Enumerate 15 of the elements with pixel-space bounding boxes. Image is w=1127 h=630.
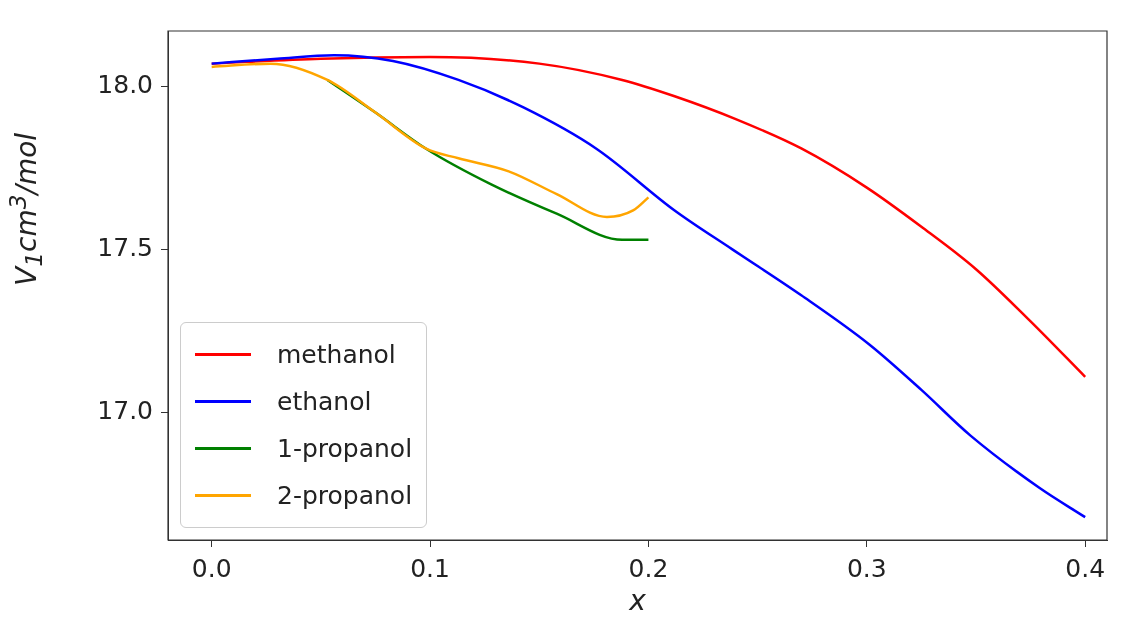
legend-label: 2-propanol bbox=[277, 481, 413, 510]
x-tick-label: 0.3 bbox=[846, 553, 887, 583]
x-tick-label: 0.4 bbox=[1065, 553, 1106, 583]
line-series bbox=[210, 62, 650, 219]
x-tick-label: 0.2 bbox=[628, 553, 669, 583]
y-tick-label: 18.0 bbox=[97, 69, 153, 99]
legend-label: ethanol bbox=[277, 387, 372, 416]
x-tick-label: 0.1 bbox=[410, 553, 450, 583]
x-axis-title: x bbox=[629, 584, 646, 617]
legend-label: methanol bbox=[277, 340, 396, 369]
x-tick-label: 0.0 bbox=[191, 553, 232, 583]
y-tick-label: 17.5 bbox=[97, 233, 153, 263]
legend-label: 1-propanol bbox=[277, 434, 413, 463]
line-series bbox=[210, 53, 1087, 519]
y-tick-label: 17.0 bbox=[97, 396, 153, 426]
